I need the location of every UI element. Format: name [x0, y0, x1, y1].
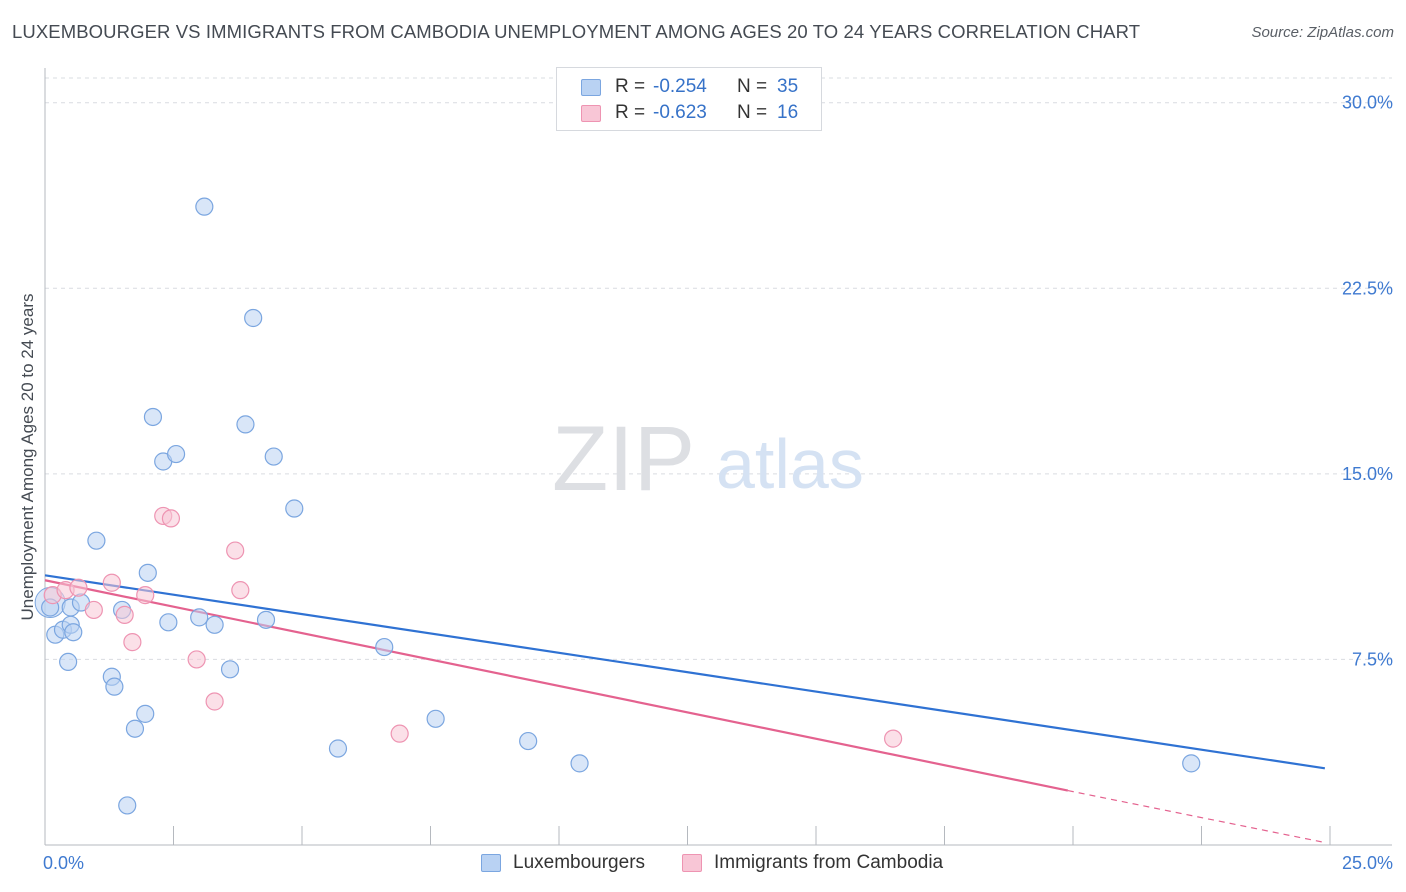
- stats-row-luxembourgers: R = -0.254 N = 35: [581, 75, 798, 99]
- n-value: 16: [777, 102, 799, 123]
- cambodia-swatch: [581, 104, 601, 122]
- data-point-cambodia: [161, 509, 181, 528]
- data-point-luxembourgers: [105, 677, 124, 696]
- n-label: N =: [737, 102, 768, 123]
- watermark-zip: ZIP: [552, 408, 695, 510]
- x-tick-label-min: 0.0%: [43, 853, 84, 873]
- watermark-atlas: atlas: [716, 425, 864, 503]
- tick-labels: 7.5% 15.0% 22.5% 30.0% 0.0% 25.0%: [43, 93, 1393, 873]
- trend-line-cambodia-extrapolated: [1067, 789, 1325, 844]
- r-label: R =: [615, 76, 646, 97]
- data-point-cambodia: [115, 605, 134, 625]
- data-point-luxembourgers: [285, 499, 304, 518]
- grid-lines: [45, 77, 1392, 660]
- legend-item-luxembourgers[interactable]: Luxembourgers: [481, 852, 645, 874]
- n-label: N =: [737, 76, 768, 97]
- luxembourgers-legend-swatch: [481, 854, 501, 872]
- data-point-luxembourgers: [1182, 754, 1201, 773]
- data-point-luxembourgers: [205, 615, 224, 634]
- y-tick-label: 30.0%: [1342, 93, 1393, 113]
- r-value: -0.623: [653, 102, 707, 123]
- data-point-luxembourgers: [220, 660, 240, 679]
- data-point-luxembourgers: [244, 308, 263, 328]
- data-point-luxembourgers: [59, 652, 78, 672]
- data-point-luxembourgers: [256, 610, 276, 629]
- data-points: [34, 197, 1201, 815]
- chart-title: LUXEMBOURGER VS IMMIGRANTS FROM CAMBODIA…: [12, 21, 1141, 42]
- trend-lines: [44, 574, 1326, 844]
- data-point-cambodia: [226, 541, 245, 560]
- data-point-luxembourgers: [87, 531, 106, 550]
- r-value: -0.254: [653, 76, 707, 97]
- legend-item-cambodia[interactable]: Immigrants from Cambodia: [682, 852, 943, 874]
- trend-line-cambodia: [44, 579, 1069, 792]
- y-tick-label: 15.0%: [1342, 464, 1393, 484]
- watermark: ZIP atlas: [552, 408, 864, 510]
- data-point-luxembourgers: [125, 719, 145, 738]
- data-point-luxembourgers: [159, 613, 178, 632]
- data-point-luxembourgers: [195, 197, 214, 216]
- data-point-cambodia: [883, 729, 903, 748]
- data-point-luxembourgers: [375, 637, 394, 657]
- cambodia-legend-swatch: [682, 854, 702, 872]
- y-tick-label: 22.5%: [1342, 278, 1393, 298]
- data-point-luxembourgers: [426, 709, 445, 728]
- axes: [44, 68, 1392, 846]
- data-point-luxembourgers: [519, 731, 538, 751]
- data-point-cambodia: [390, 724, 409, 743]
- data-point-cambodia: [231, 581, 250, 600]
- data-point-luxembourgers: [118, 796, 137, 815]
- series-legend: Luxembourgers Immigrants from Cambodia: [0, 852, 1406, 876]
- trend-line-luxembourgers: [44, 574, 1326, 770]
- y-tick-label: 7.5%: [1352, 649, 1393, 669]
- data-point-luxembourgers: [64, 623, 83, 642]
- stats-legend: R = -0.254 N = 35 R = -0.623 N = 16: [556, 67, 822, 131]
- r-label: R =: [615, 102, 646, 123]
- data-point-cambodia: [187, 650, 206, 669]
- data-point-cambodia: [84, 600, 103, 620]
- data-point-cambodia: [123, 633, 142, 652]
- data-point-cambodia: [136, 586, 155, 605]
- data-point-cambodia: [205, 692, 224, 711]
- data-point-luxembourgers: [136, 704, 155, 723]
- legend-label-cambodia: Immigrants from Cambodia: [714, 852, 944, 873]
- stats-row-cambodia: R = -0.623 N = 16: [581, 101, 798, 125]
- data-point-luxembourgers: [166, 444, 186, 464]
- x-tick-label-max: 25.0%: [1342, 853, 1393, 873]
- luxembourgers-swatch: [581, 78, 601, 96]
- data-point-luxembourgers: [570, 754, 589, 773]
- data-point-luxembourgers: [236, 415, 255, 434]
- legend-label-luxembourgers: Luxembourgers: [513, 852, 646, 873]
- data-point-luxembourgers: [328, 739, 348, 758]
- data-point-luxembourgers: [143, 407, 163, 427]
- data-point-luxembourgers: [190, 608, 209, 627]
- data-point-luxembourgers: [138, 563, 157, 582]
- n-value: 35: [777, 76, 799, 97]
- data-point-cambodia: [69, 578, 88, 597]
- source-credit: Source: ZipAtlas.com: [1251, 24, 1394, 41]
- data-point-luxembourgers: [264, 447, 283, 466]
- data-point-cambodia: [102, 573, 121, 592]
